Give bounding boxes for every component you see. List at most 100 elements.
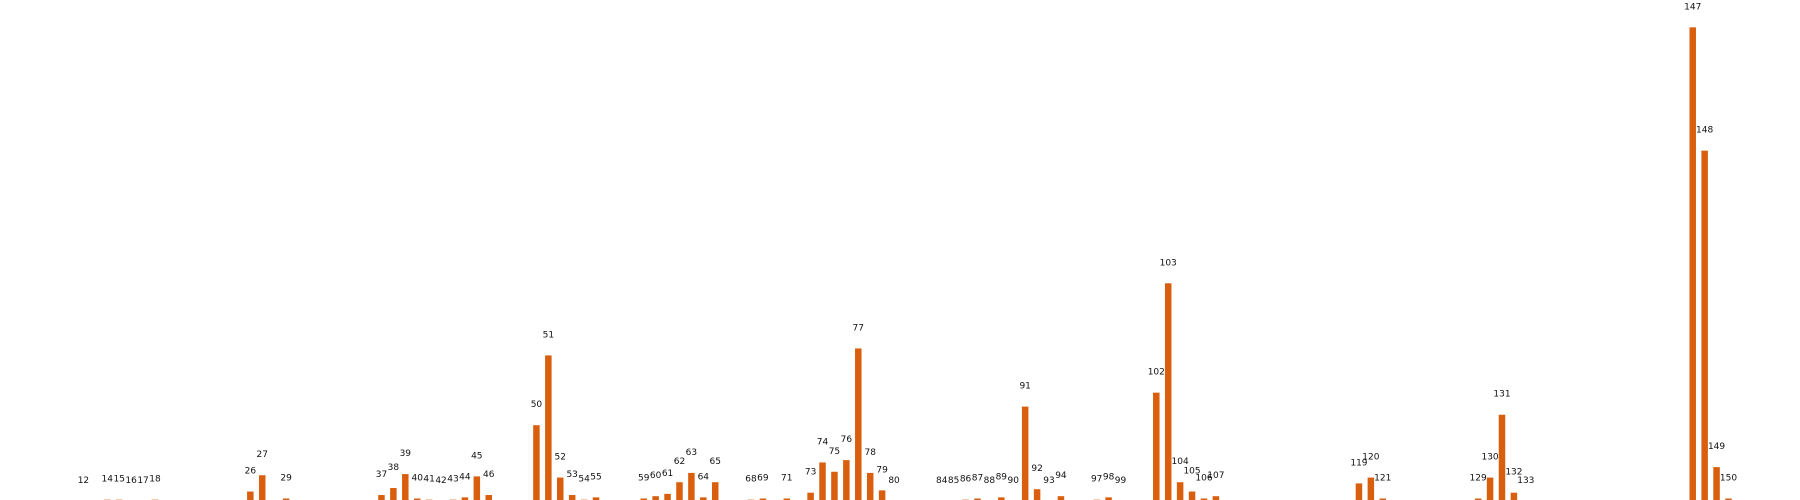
bar-label: 41 <box>423 475 434 485</box>
bar-label: 104 <box>1172 457 1189 467</box>
bar <box>533 425 540 500</box>
bar <box>1200 498 1208 500</box>
bar-label: 84 <box>936 476 948 486</box>
bar-label: 65 <box>710 457 721 467</box>
bar <box>259 475 266 500</box>
bar <box>1057 496 1065 500</box>
bar-label: 129 <box>1470 474 1487 484</box>
bar <box>1510 492 1518 500</box>
bar <box>568 495 576 500</box>
bar-label: 45 <box>471 451 482 461</box>
bar <box>1105 497 1112 500</box>
bar-label: 73 <box>805 468 816 478</box>
bar-label: 102 <box>1148 368 1165 378</box>
bar <box>974 498 981 500</box>
bar-label: 55 <box>590 472 601 482</box>
bar <box>1033 489 1041 500</box>
bar-label: 59 <box>638 474 650 484</box>
bar <box>878 490 886 500</box>
bar-label: 87 <box>972 474 983 484</box>
bar-label: 103 <box>1160 258 1177 268</box>
bar <box>819 462 826 500</box>
bar <box>664 493 671 500</box>
bar-label: 38 <box>388 463 400 473</box>
bar-label: 75 <box>829 447 840 457</box>
bar-label: 78 <box>864 448 876 458</box>
bar <box>831 471 838 500</box>
bar <box>1021 406 1029 500</box>
bar <box>1486 477 1494 500</box>
bar <box>461 497 469 500</box>
bar-label: 106 <box>1195 474 1212 484</box>
bar-label: 68 <box>745 475 757 485</box>
bar-label: 79 <box>876 465 888 475</box>
bar <box>378 495 385 500</box>
bar-label: 64 <box>698 472 710 482</box>
bar <box>545 355 552 500</box>
bar-label: 53 <box>566 470 577 480</box>
bar-label: 37 <box>376 470 387 480</box>
bar <box>807 492 814 500</box>
bar-label: 107 <box>1207 471 1224 481</box>
bar-label: 99 <box>1115 476 1127 486</box>
bar-label: 93 <box>1043 476 1054 486</box>
bar-label: 94 <box>1055 471 1067 481</box>
bar-label: 97 <box>1091 475 1102 485</box>
bar-label: 149 <box>1708 442 1725 452</box>
bar <box>402 474 409 500</box>
bar <box>557 477 564 500</box>
bar <box>1153 392 1160 500</box>
bar-label: 121 <box>1374 474 1391 484</box>
bar-label: 63 <box>686 448 697 458</box>
bar-label: 80 <box>888 476 900 486</box>
bar <box>413 498 421 500</box>
bar-label: 91 <box>1019 382 1030 392</box>
bar-label: 105 <box>1183 467 1200 477</box>
bar-label: 14 <box>102 475 114 485</box>
bar-label: 27 <box>257 450 268 460</box>
bar <box>1713 467 1720 500</box>
bar <box>473 476 481 500</box>
bar-label: 98 <box>1103 472 1115 482</box>
bar-label: 92 <box>1031 464 1042 474</box>
bar <box>783 498 790 500</box>
bar-label: 77 <box>853 323 864 333</box>
bar <box>485 495 492 500</box>
bar <box>855 348 862 500</box>
bar-label: 42 <box>435 476 446 486</box>
bar <box>998 497 1005 500</box>
bar <box>1212 496 1220 500</box>
bar <box>282 498 290 500</box>
bar-label: 60 <box>650 471 662 481</box>
bar-label: 148 <box>1696 126 1713 136</box>
bar <box>1701 150 1708 500</box>
bar-label: 51 <box>543 330 554 340</box>
bar <box>676 482 683 500</box>
bar <box>1188 491 1196 500</box>
bar-label: 40 <box>411 474 423 484</box>
bar-label: 120 <box>1362 453 1379 463</box>
bar <box>700 497 707 500</box>
bar-label: 46 <box>483 470 495 480</box>
bar <box>1498 414 1506 500</box>
bar-label: 44 <box>459 472 471 482</box>
bar <box>1355 483 1363 500</box>
bar-label: 15 <box>113 475 124 485</box>
bar-label: 131 <box>1493 390 1510 400</box>
bar-label: 61 <box>662 469 673 479</box>
bar-label: 52 <box>555 453 566 463</box>
bar-label: 74 <box>817 437 829 447</box>
bar-label: 76 <box>841 435 853 445</box>
bar <box>688 472 695 500</box>
bar-label: 71 <box>781 474 792 484</box>
bar <box>1474 498 1482 500</box>
bar <box>1725 498 1732 500</box>
bar <box>1176 482 1184 500</box>
bar-label: 150 <box>1720 474 1737 484</box>
bar-label: 62 <box>674 457 685 467</box>
bar <box>1164 283 1172 500</box>
bar-label: 12 <box>78 476 89 486</box>
